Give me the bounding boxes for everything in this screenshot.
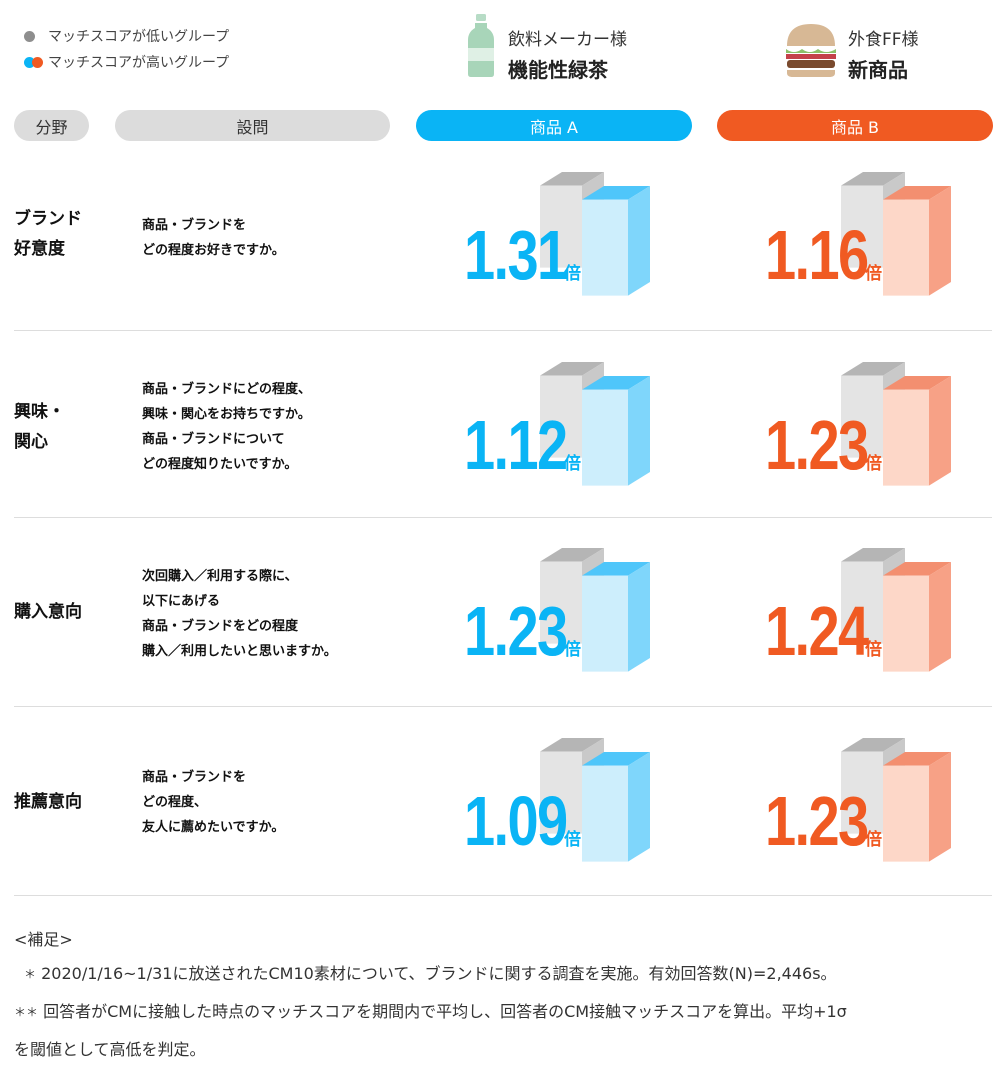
comparison-boxes bbox=[841, 172, 951, 296]
unit-label: 倍 bbox=[564, 264, 581, 284]
bottle-icon bbox=[468, 14, 494, 77]
unit-label: 倍 bbox=[564, 830, 581, 850]
question-line: 興味・関心をお持ちですか。 bbox=[142, 407, 311, 422]
question-line: 購入／利用したいと思いますか。 bbox=[142, 644, 337, 659]
product-b-name: 新商品 bbox=[848, 58, 908, 82]
legend-high: マッチスコアが高いグループ bbox=[24, 52, 229, 72]
question-line: どの程度、 bbox=[142, 795, 208, 810]
category-line: 関心 bbox=[14, 432, 48, 452]
row-divider bbox=[14, 517, 992, 518]
column-header-product-a: 商品 A bbox=[416, 110, 692, 141]
high-group-box bbox=[883, 376, 951, 486]
question-line: 友人に薦めたいですか。 bbox=[142, 820, 285, 835]
high-group-box bbox=[582, 752, 650, 862]
question-line: 商品・ブランドをどの程度 bbox=[142, 619, 299, 634]
question-text: 商品・ブランドにどの程度、 興味・関心をお持ちですか。 商品・ブランドについて … bbox=[142, 377, 402, 477]
notes-heading: <補足> bbox=[14, 930, 73, 949]
note-2: ＊＊ 回答者がCMに接触した時点のマッチスコアを期間内で平均し、回答者のCM接触… bbox=[14, 1000, 847, 1024]
product-a-value: 1.23 bbox=[464, 592, 568, 670]
product-a-company: 飲料メーカー様 bbox=[508, 30, 627, 50]
question-text: 次回購入／利用する際に、 以下にあげる 商品・ブランドをどの程度 購入／利用した… bbox=[142, 564, 402, 664]
product-a-value: 1.31 bbox=[464, 216, 568, 294]
row-divider bbox=[14, 330, 992, 331]
category-purchase-intent: 購入意向 bbox=[14, 597, 114, 627]
high-group-box bbox=[582, 376, 650, 486]
category-interest: 興味・ 関心 bbox=[14, 397, 114, 457]
comparison-boxes bbox=[841, 362, 951, 486]
comparison-boxes bbox=[540, 738, 650, 862]
category-line: 興味・ bbox=[14, 402, 65, 422]
category-line: 購入意向 bbox=[14, 602, 82, 622]
gray-dot-icon bbox=[24, 30, 35, 42]
note-2-continued: を閾値として高低を判定。 bbox=[14, 1040, 206, 1059]
column-header-field: 分野 bbox=[14, 110, 89, 141]
product-b-value: 1.24 bbox=[765, 592, 869, 670]
note-1-mark: ＊ bbox=[24, 967, 37, 981]
product-a-value: 1.09 bbox=[464, 782, 568, 860]
question-line: 商品・ブランドにどの程度、 bbox=[142, 382, 312, 397]
category-line: ブランド bbox=[14, 209, 82, 229]
category-line: 好意度 bbox=[14, 239, 65, 259]
category-line: 推薦意向 bbox=[14, 792, 82, 812]
question-line: 以下にあげる bbox=[142, 594, 221, 609]
note-1-text: 2020/1/16~1/31に放送されたCM10素材について、ブランドに関する調… bbox=[41, 964, 837, 983]
comparison-boxes bbox=[540, 362, 650, 486]
high-group-box bbox=[883, 186, 951, 296]
high-group-box bbox=[582, 562, 650, 672]
column-header-question: 設問 bbox=[115, 110, 390, 141]
product-a-name: 機能性緑茶 bbox=[508, 58, 608, 82]
comparison-boxes bbox=[540, 548, 650, 672]
row-divider bbox=[14, 706, 992, 707]
product-b-company: 外食FF様 bbox=[848, 30, 919, 50]
unit-label: 倍 bbox=[865, 264, 882, 284]
category-recommend-intent: 推薦意向 bbox=[14, 787, 114, 817]
question-text: 商品・ブランドを どの程度お好きですか。 bbox=[142, 213, 402, 263]
column-header-product-b: 商品 B bbox=[717, 110, 993, 141]
legend-low-label: マッチスコアが低いグループ bbox=[48, 29, 230, 45]
unit-label: 倍 bbox=[865, 830, 882, 850]
question-line: どの程度知りたいですか。 bbox=[142, 457, 298, 472]
product-b-value: 1.23 bbox=[765, 406, 869, 484]
legend-low: マッチスコアが低いグループ bbox=[24, 26, 229, 46]
comparison-boxes bbox=[841, 548, 951, 672]
question-line: 次回購入／利用する際に、 bbox=[142, 569, 298, 584]
question-line: どの程度お好きですか。 bbox=[142, 243, 285, 258]
comparison-boxes bbox=[540, 172, 650, 296]
comparison-boxes bbox=[841, 738, 951, 862]
question-text: 商品・ブランドを どの程度、 友人に薦めたいですか。 bbox=[142, 765, 402, 840]
note-1: ＊ 2020/1/16~1/31に放送されたCM10素材について、ブランドに関す… bbox=[24, 962, 837, 986]
question-line: 商品・ブランドを bbox=[142, 218, 247, 233]
category-brand-favorability: ブランド 好意度 bbox=[14, 204, 114, 264]
high-group-box bbox=[582, 186, 650, 296]
row-divider bbox=[14, 895, 992, 896]
note-2-mark: ＊＊ bbox=[14, 1005, 39, 1019]
unit-label: 倍 bbox=[564, 640, 581, 660]
product-a-value: 1.12 bbox=[464, 406, 568, 484]
high-group-box bbox=[883, 562, 951, 672]
question-line: 商品・ブランドを bbox=[142, 770, 247, 785]
unit-label: 倍 bbox=[865, 454, 882, 474]
question-line: 商品・ブランドについて bbox=[142, 432, 285, 447]
product-b-value: 1.23 bbox=[765, 782, 869, 860]
burger-icon bbox=[786, 24, 836, 77]
high-group-box bbox=[883, 752, 951, 862]
note-2-text-line1: 回答者がCMに接触した時点のマッチスコアを期間内で平均し、回答者のCM接触マッチ… bbox=[43, 1002, 847, 1021]
unit-label: 倍 bbox=[564, 454, 581, 474]
product-b-value: 1.16 bbox=[765, 216, 869, 294]
blue-orange-dots-icon bbox=[24, 56, 46, 68]
legend-high-label: マッチスコアが高いグループ bbox=[48, 55, 230, 71]
unit-label: 倍 bbox=[865, 640, 882, 660]
